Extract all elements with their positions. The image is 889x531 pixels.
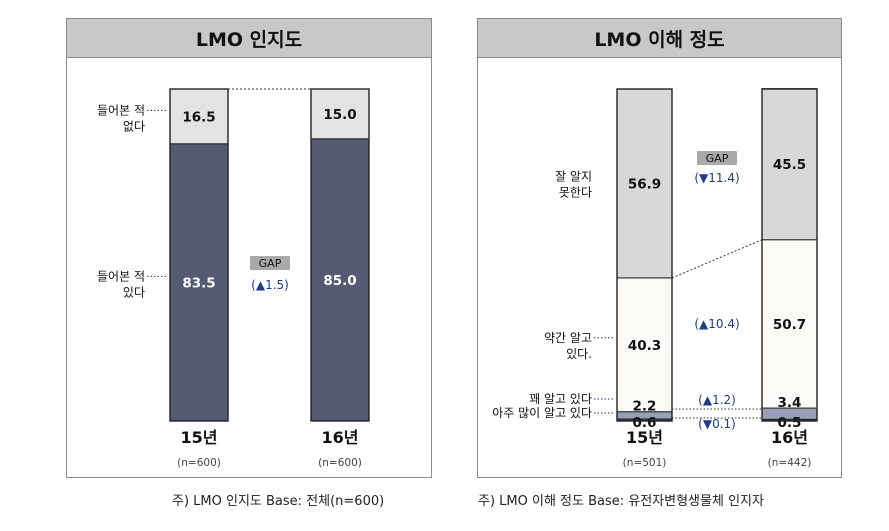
understanding-title: LMO 이해 정도 (478, 19, 841, 58)
data-label-0-1: 85.0 (323, 273, 356, 289)
gap-title: GAP (259, 257, 282, 270)
gap-value-1: (▲1.2) (698, 393, 736, 407)
gap-value: (▲1.5) (251, 278, 289, 292)
gap-badge (250, 256, 290, 270)
category-label-1: 16년 (322, 428, 359, 447)
bar-outline-0 (169, 88, 229, 422)
awareness-note: 주) LMO 인지도 Base: 전체(n=600) (172, 494, 385, 509)
data-label-1-1: 15.0 (323, 107, 356, 123)
sample-size-1: (n=442) (768, 457, 812, 469)
bar-segment-2-0 (616, 277, 673, 413)
gap-title: GAP (706, 152, 729, 165)
data-label-1-1: 3.4 (778, 395, 802, 411)
series-label-1-line1: 들어본 적 (97, 103, 145, 117)
bar-outline-0 (616, 88, 673, 422)
category-label-0: 15년 (181, 428, 218, 447)
data-label-3-1: 45.5 (773, 157, 806, 173)
data-label-1-0: 16.5 (182, 109, 215, 125)
bar-outline-1 (310, 88, 370, 422)
data-label-0-0: 83.5 (182, 275, 215, 291)
data-label-0-1: 0.5 (778, 415, 802, 431)
category-label-1: 16년 (771, 428, 808, 447)
gap-value-0: (▼0.1) (698, 417, 736, 431)
gap-connector (671, 239, 763, 279)
bar-outline-1 (761, 88, 818, 422)
series-label-1-line2: 없다 (123, 119, 145, 133)
series-label-3-line2: 못한다 (559, 185, 592, 199)
data-label-3-0: 56.9 (628, 176, 661, 192)
awareness-chart: 83.5 16.5 15년 (n=600) 85.0 15.0 16년 (n=600) 들어본 … (97, 88, 370, 469)
bar-segment-3-1 (761, 88, 818, 241)
series-label-0-line1: 들어본 적 (97, 269, 145, 283)
gap-badge (697, 151, 737, 165)
series-label-0-line2: 있다 (123, 285, 145, 299)
data-label-2-1: 50.7 (773, 317, 806, 333)
understanding-panel: LMO 이해 정도 40.3 56.9 2.2 0.6 15년 (n=501) 50.7 45… (477, 18, 842, 478)
gap-value-3: (▼11.4) (694, 171, 739, 185)
series-label-1: 꽤 알고 있다 (529, 392, 592, 406)
category-label-0: 15년 (626, 428, 663, 447)
sample-size-0: (n=600) (177, 457, 221, 469)
series-label-0: 아주 많이 알고 있다 (492, 406, 592, 420)
series-label-2-line2: 있다. (566, 347, 592, 361)
gap-value-2: (▲10.4) (694, 317, 739, 331)
sample-size-0: (n=501) (623, 457, 667, 469)
data-label-0-0: 0.6 (633, 415, 657, 431)
awareness-title: LMO 인지도 (67, 19, 431, 58)
sample-size-1: (n=600) (318, 457, 362, 469)
bar-segment-0-0 (169, 143, 229, 422)
data-label-1-0: 2.2 (633, 399, 657, 415)
series-label-3-line1: 잘 알지 (555, 169, 592, 183)
data-label-2-0: 40.3 (628, 338, 661, 354)
series-label-2-line1: 약간 알고 (544, 330, 592, 345)
awareness-panel: LMO 인지도 83.5 16.5 15년 (n=600) 85.0 15.0 16년 (n=… (66, 18, 432, 478)
understanding-note: 주) LMO 이해 정도 Base: 유전자변형생물체 인지자 (478, 494, 764, 509)
